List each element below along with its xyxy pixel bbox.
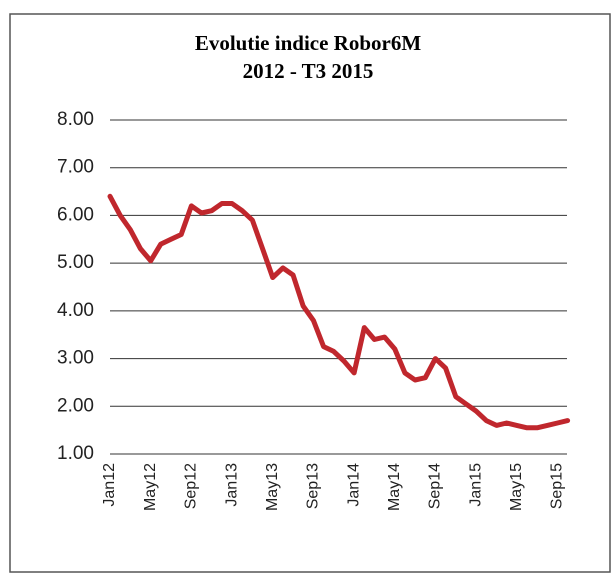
chart-subtitle: 2012 - T3 2015	[243, 59, 374, 83]
frame	[9, 13, 611, 573]
y-tick-label: 7.00	[57, 157, 94, 178]
x-tick-label: Jan12	[101, 463, 118, 507]
x-tick-label: May12	[142, 463, 159, 511]
y-tick-label: 5.00	[57, 252, 94, 273]
y-tick-label: 1.00	[57, 443, 94, 464]
y-tick-label: 6.00	[57, 204, 94, 225]
y-tick-label: 2.00	[57, 395, 94, 416]
x-tick-label: Jan14	[345, 463, 362, 507]
x-tick-label: Sep15	[549, 463, 566, 509]
x-tick-label: May13	[264, 463, 281, 511]
x-tick-label: Jan15	[467, 463, 484, 507]
x-tick-label: Sep13	[305, 463, 322, 509]
x-tick-label: May14	[386, 463, 403, 511]
y-tick-label: 3.00	[57, 348, 94, 369]
x-tick-label: Sep12	[183, 463, 200, 509]
chart-title: Evolutie indice Robor6M	[195, 31, 422, 55]
y-tick-label: 4.00	[57, 300, 94, 321]
x-tick-label: Sep14	[427, 463, 444, 509]
x-tick-label: May15	[508, 463, 525, 511]
y-tick-label: 8.00	[57, 109, 94, 130]
data-line	[107, 193, 571, 431]
x-tick-label: Jan13	[223, 463, 240, 507]
